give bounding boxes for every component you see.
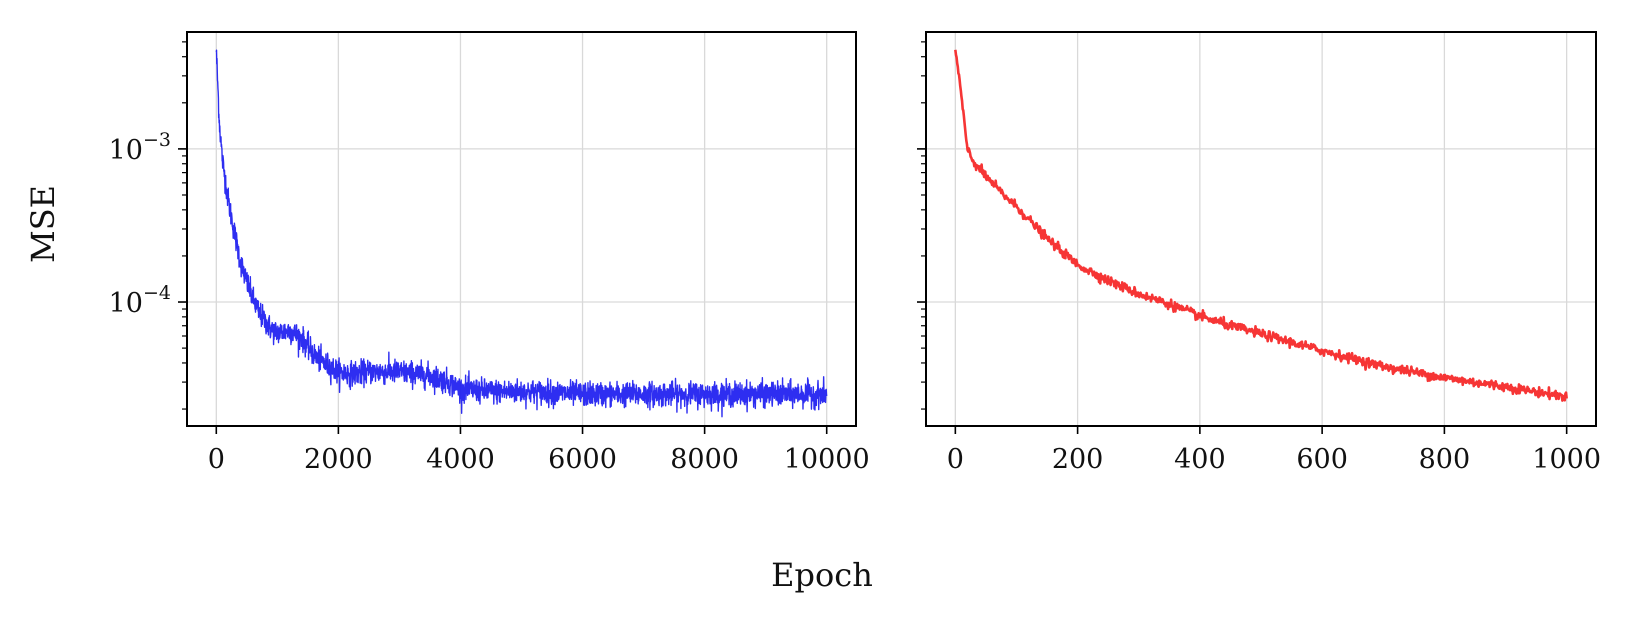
x-tick-label: 200: [1052, 444, 1104, 475]
subplot-left: 0 2000 4000 6000 8000 10000 10−3 10−4: [109, 31, 870, 475]
y-tick-label: 10−3: [109, 129, 171, 166]
subplot-right: 0 200 400 600 800 1000: [917, 31, 1601, 475]
x-tick-label: 8000: [670, 444, 739, 475]
x-tick-label: 1000: [1532, 444, 1601, 475]
series-line: [215, 49, 828, 418]
x-tick-label: 2000: [304, 444, 373, 475]
x-axis-label: Epoch: [771, 556, 873, 594]
x-tick-label: 0: [947, 444, 964, 475]
axes-frame: [925, 31, 1597, 427]
x-tick-label: 0: [208, 444, 225, 475]
x-tick-label: 6000: [548, 444, 617, 475]
y-axis-label: MSE: [24, 185, 62, 263]
x-tick-label: 4000: [426, 444, 495, 475]
x-tick-label: 600: [1296, 444, 1348, 475]
x-tick-label: 400: [1174, 444, 1226, 475]
axes-frame: [186, 31, 857, 427]
x-tick-label: 10000: [784, 444, 870, 475]
y-tick-label: 10−4: [109, 282, 171, 319]
x-tick-label: 800: [1419, 444, 1471, 475]
series-line: [954, 49, 1568, 402]
